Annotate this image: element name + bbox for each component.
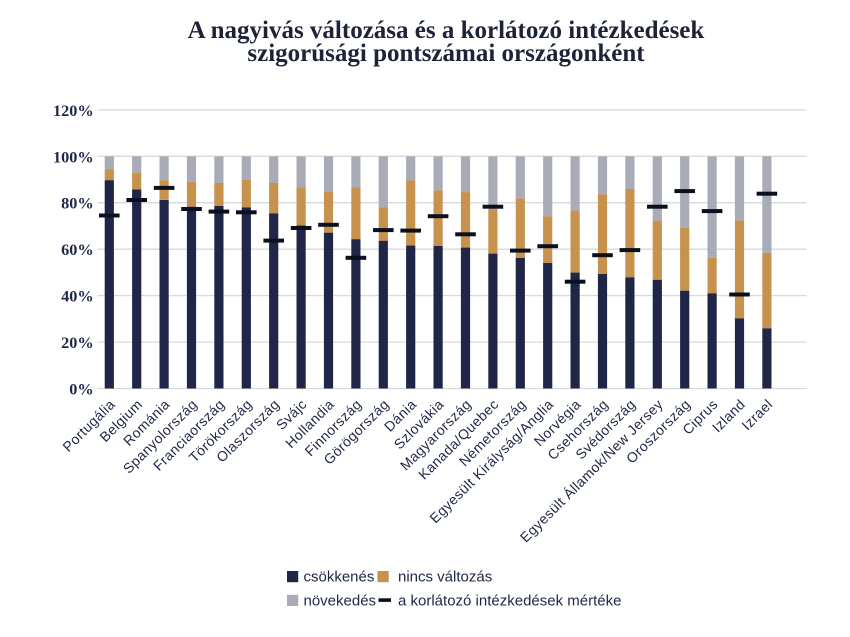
svg-text:a korlátozó intézkedések mérté: a korlátozó intézkedések mértéke — [398, 592, 621, 609]
svg-text:0%: 0% — [69, 380, 93, 399]
svg-text:80%: 80% — [61, 194, 94, 213]
svg-text:csökkenés: csökkenés — [304, 569, 375, 586]
svg-text:20%: 20% — [61, 333, 94, 352]
svg-text:100%: 100% — [53, 147, 94, 166]
svg-text:nincs változás: nincs változás — [398, 569, 492, 586]
svg-text:növekedés: növekedés — [304, 592, 377, 609]
svg-text:120%: 120% — [53, 101, 94, 120]
svg-text:60%: 60% — [61, 240, 94, 259]
svg-text:40%: 40% — [61, 287, 94, 306]
